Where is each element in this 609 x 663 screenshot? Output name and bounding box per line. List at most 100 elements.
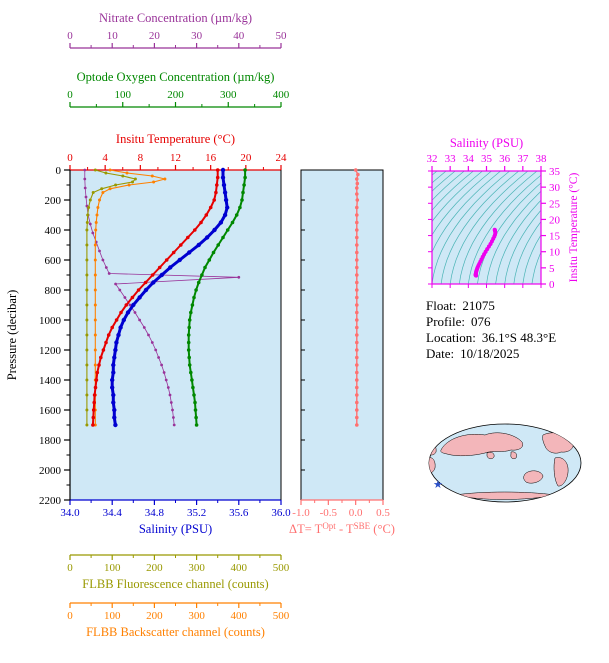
float-info-row-float: Float: 21075: [426, 298, 556, 314]
svg-text:34: 34: [463, 153, 475, 165]
svg-text:32: 32: [427, 153, 438, 165]
series-temperature: [91, 168, 220, 427]
svg-text:300: 300: [220, 89, 237, 101]
svg-text:25: 25: [549, 198, 561, 210]
series-oxygen: [186, 168, 247, 427]
svg-text:800: 800: [45, 285, 62, 297]
svg-text:400: 400: [231, 610, 248, 622]
svg-text:Insitu Temperature (°C): Insitu Temperature (°C): [116, 132, 235, 146]
svg-text:15: 15: [549, 231, 561, 243]
svg-text:35: 35: [481, 153, 493, 165]
svg-text:100: 100: [104, 562, 121, 574]
svg-text:Salinity (PSU): Salinity (PSU): [139, 522, 212, 536]
float-location-marker: ★: [433, 479, 443, 491]
series-ts: [473, 227, 498, 278]
date-label: Date:: [426, 346, 455, 361]
delta-t-axis-title: ΔT= TOpt - TSBE (°C): [289, 521, 395, 536]
series-salinity: [110, 167, 230, 428]
axis-fluorescence: 0 100 200 300 400 500 FLBB Fluorescence channe…: [67, 554, 290, 591]
svg-text:1400: 1400: [39, 375, 62, 387]
svg-text:0.5: 0.5: [376, 507, 390, 519]
svg-text:Nitrate Concentration (µm/kg): Nitrate Concentration (µm/kg): [99, 11, 252, 25]
ts-diagram: 32 33 34 35 36 37 38 Salinity (PSU) 0 5 10 15 20 25 30…: [427, 136, 581, 291]
svg-text:0: 0: [67, 152, 73, 164]
float-value: 21075: [462, 298, 495, 313]
svg-text:34.0: 34.0: [60, 507, 80, 519]
axis-pressure: 0 200 400 600 800 1000 1200 1400 1600 1800 2000 220…: [5, 165, 282, 507]
float-info-row-profile: Profile: 076: [426, 314, 556, 330]
svg-text:35.2: 35.2: [187, 507, 206, 519]
svg-text:1600: 1600: [39, 405, 62, 417]
float-info: Float: 21075 Profile: 076 Location: 36.1°S …: [426, 298, 556, 362]
svg-text:30: 30: [191, 30, 203, 42]
map-india: [486, 451, 495, 460]
svg-text:34.8: 34.8: [145, 507, 165, 519]
axis-nitrate: 0 10 20 30 40 50 Nitrate Concentration (µm/kg): [67, 11, 288, 49]
svg-text:200: 200: [146, 610, 163, 622]
location-label: Location:: [426, 330, 476, 345]
map-antarctica: [454, 491, 556, 500]
svg-text:100: 100: [104, 610, 121, 622]
svg-text:Optode Oxygen Concentration (µ: Optode Oxygen Concentration (µm/kg): [77, 70, 275, 84]
svg-text:24: 24: [276, 152, 288, 164]
svg-text:35: 35: [549, 166, 561, 178]
svg-text:50: 50: [276, 30, 288, 42]
svg-text:FLBB Fluorescence channel (cou: FLBB Fluorescence channel (counts): [82, 577, 268, 591]
svg-text:0: 0: [67, 30, 73, 42]
svg-text:4: 4: [102, 152, 108, 164]
float-info-row-location: Location: 36.1°S 48.3°E: [426, 330, 556, 346]
svg-text:30: 30: [549, 182, 561, 194]
svg-text:40: 40: [233, 30, 245, 42]
svg-text:37: 37: [517, 153, 529, 165]
svg-text:0: 0: [549, 279, 555, 291]
svg-text:-0.5: -0.5: [320, 507, 338, 519]
ts-plot-area: [432, 171, 541, 284]
delta-t-panel: -1.0 -0.5 0.0 0.5 ΔT= TOpt - TSBE (°C): [289, 168, 395, 536]
float-label: Float:: [426, 298, 457, 313]
svg-text:500: 500: [273, 610, 290, 622]
svg-text:20: 20: [149, 30, 161, 42]
svg-text:400: 400: [45, 225, 62, 237]
svg-text:500: 500: [273, 562, 290, 574]
svg-text:2200: 2200: [39, 495, 62, 507]
svg-text:100: 100: [115, 89, 132, 101]
svg-text:0: 0: [67, 89, 73, 101]
svg-text:0: 0: [56, 165, 62, 177]
svg-text:0.0: 0.0: [349, 507, 363, 519]
svg-text:0: 0: [67, 562, 73, 574]
svg-text:400: 400: [273, 89, 290, 101]
map-se-asia: [510, 451, 517, 460]
map-south-america: [553, 457, 569, 487]
series-delta-t: [353, 168, 360, 427]
svg-text:35.6: 35.6: [229, 507, 249, 519]
map-australia: [523, 470, 544, 484]
svg-text:36.0: 36.0: [271, 507, 291, 519]
svg-text:2000: 2000: [39, 465, 62, 477]
float-info-row-date: Date: 10/18/2025: [426, 346, 556, 362]
svg-text:300: 300: [188, 610, 205, 622]
profile-plot-area: [70, 170, 281, 500]
profile-label: Profile:: [426, 314, 465, 329]
profile-value: 076: [471, 314, 491, 329]
svg-text:20: 20: [549, 214, 561, 226]
svg-text:600: 600: [45, 255, 62, 267]
svg-text:36: 36: [499, 153, 511, 165]
delta-t-plot-area: [301, 170, 383, 500]
svg-text:8: 8: [138, 152, 144, 164]
svg-text:5: 5: [549, 263, 555, 275]
svg-text:33: 33: [445, 153, 457, 165]
map-eurasia: [440, 432, 523, 457]
svg-text:200: 200: [45, 195, 62, 207]
pressure-axis-title: Pressure (decibar): [5, 290, 19, 381]
axis-salinity: 34.0 34.4 34.8 35.2 35.6 36.0 Salinity (PSU): [60, 499, 291, 536]
svg-text:38: 38: [536, 153, 548, 165]
svg-text:400: 400: [231, 562, 248, 574]
series-fluorescence: [85, 168, 137, 427]
location-value: 36.1°S 48.3°E: [481, 330, 557, 345]
svg-text:34.4: 34.4: [103, 507, 123, 519]
series-nitrate: [83, 168, 241, 427]
svg-text:200: 200: [167, 89, 184, 101]
svg-text:16: 16: [205, 152, 217, 164]
